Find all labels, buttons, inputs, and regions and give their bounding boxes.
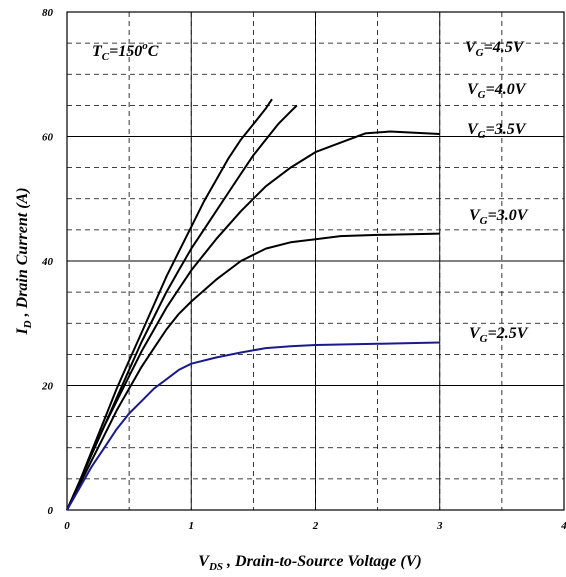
y-axis-title-rest: , Drain Current (A) xyxy=(14,187,31,320)
x-tick-label: 0 xyxy=(64,520,70,532)
series-line-2-5v xyxy=(66,341,440,511)
series-label: VG=4.0V xyxy=(467,81,527,101)
y-tick-label: 60 xyxy=(42,132,54,144)
x-axis-title-rest: , Drain-to-Source Voltage (V) xyxy=(223,553,422,570)
x-tick-label: 4 xyxy=(560,520,566,532)
series-labels: VG=4.5V VG=4.0V VG=3.5V VG=3.0V VG=2.5V xyxy=(465,39,529,345)
x-tick-labels: 0 1 2 3 4 xyxy=(64,520,566,532)
x-axis-title-main: V xyxy=(198,553,210,570)
temperature-annotation: TC=150oC xyxy=(92,40,159,63)
y-axis-title-main: I xyxy=(14,328,31,336)
degree-symbol: o xyxy=(142,40,148,52)
y-axis-title: ID , Drain Current (A) xyxy=(14,187,34,335)
temperature-annotation-sub: C xyxy=(102,51,110,63)
x-tick-label: 3 xyxy=(436,520,443,532)
series-label: VG=3.5V xyxy=(467,121,527,141)
x-tick-label: 2 xyxy=(312,520,319,532)
series-line-3-0v xyxy=(66,232,440,511)
y-tick-label: 20 xyxy=(41,381,54,393)
x-tick-label: 1 xyxy=(189,520,195,532)
grid xyxy=(67,12,564,510)
series-line-3-5v xyxy=(66,130,440,511)
y-tick-labels: 0 20 40 60 80 xyxy=(41,7,54,517)
series-line-4-5v xyxy=(66,98,273,511)
curves xyxy=(66,98,440,511)
x-axis-title-sub: DS xyxy=(208,561,223,573)
y-tick-label: 40 xyxy=(41,256,54,268)
y-tick-label: 80 xyxy=(42,7,54,19)
y-tick-label: 0 xyxy=(48,505,54,517)
series-label: VG=2.5V xyxy=(469,325,529,345)
series-label: VG=3.0V xyxy=(469,207,529,227)
x-axis-title: VDS , Drain-to-Source Voltage (V) xyxy=(198,553,421,573)
y-axis-title-sub: D xyxy=(22,320,34,329)
temperature-annotation-main: T xyxy=(92,43,103,60)
temperature-annotation-value: =150 xyxy=(109,43,142,60)
series-label: VG=4.5V xyxy=(465,39,525,59)
plot-frame xyxy=(66,11,565,511)
temperature-annotation-unit: C xyxy=(148,43,159,60)
